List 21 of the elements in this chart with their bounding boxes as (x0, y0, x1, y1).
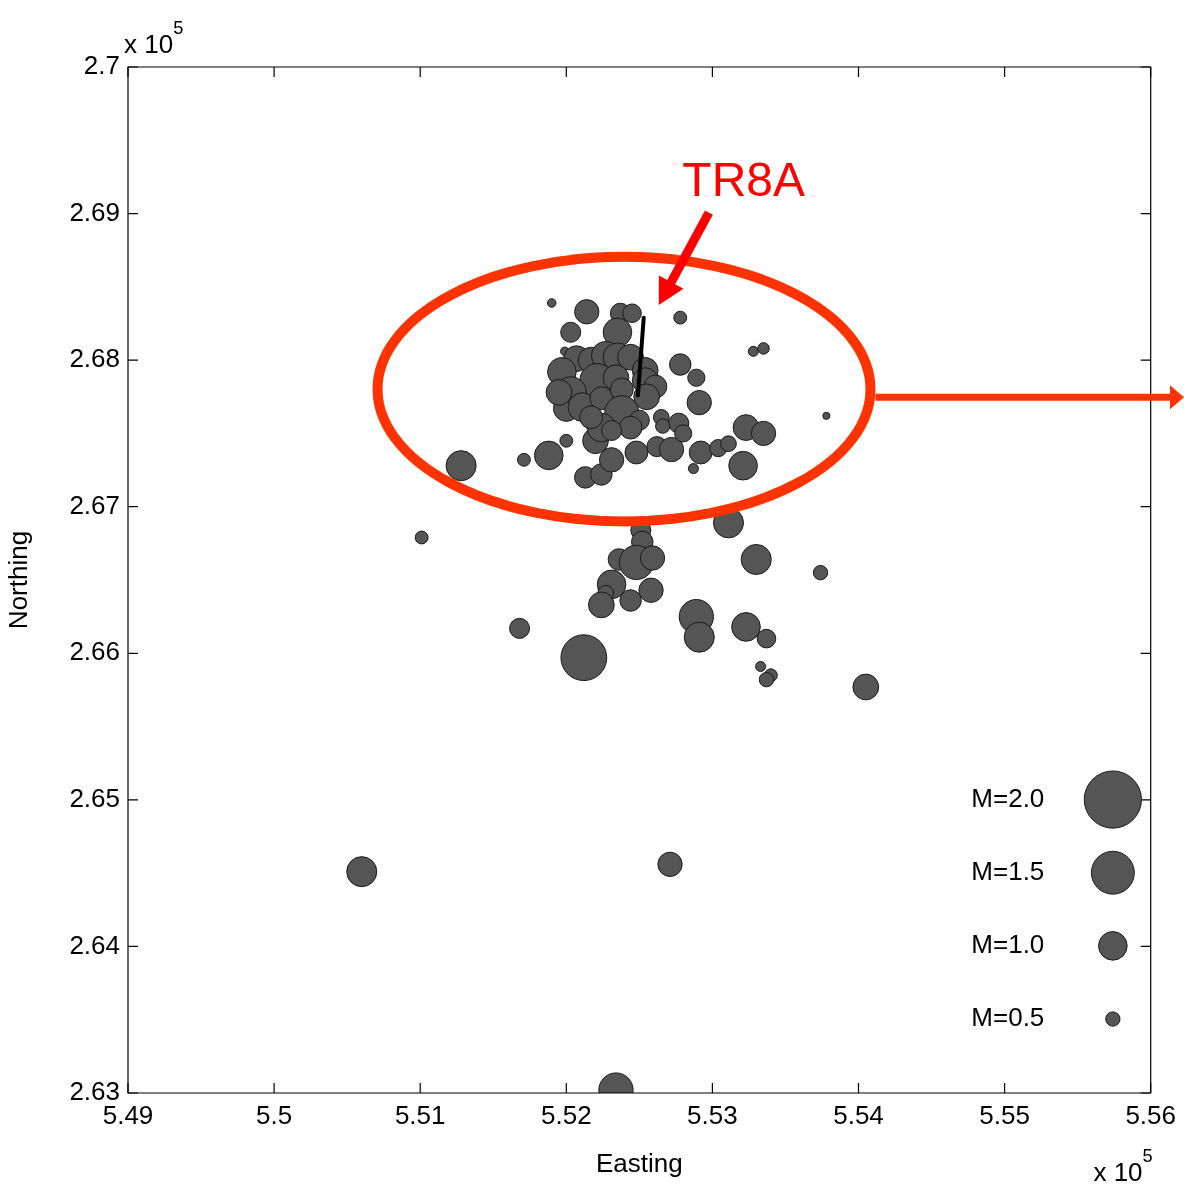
annotation: TR8A (682, 153, 806, 207)
x-tick-label: 5.51 (394, 1099, 446, 1130)
y-tick-label: 2.7 (83, 50, 120, 81)
y-axis-title: Northing (2, 530, 33, 630)
x-tick-label: 5.54 (833, 1099, 884, 1130)
annotation: M=0.5 (971, 1002, 1045, 1033)
x-tick-label: 5.52 (540, 1099, 592, 1130)
annotation: M=1.0 (971, 929, 1045, 960)
x-tick-label: 5.5 (256, 1099, 293, 1130)
y-tick-label: 2.68 (69, 343, 120, 374)
x-tick-label: 5.56 (1125, 1099, 1176, 1130)
y-tick-label: 2.66 (69, 636, 120, 667)
annotation: M=1.5 (971, 855, 1045, 886)
x-axis-title: Easting (595, 1147, 683, 1178)
y-tick-label: 2.67 (69, 489, 120, 520)
x-tick-label: 5.55 (979, 1099, 1030, 1130)
y-tick-label: 2.65 (69, 783, 120, 814)
y-tick-label: 2.64 (69, 929, 120, 960)
annotation: M=2.0 (971, 782, 1045, 813)
y-tick-label: 2.69 (69, 196, 120, 227)
x-tick-label: 5.53 (687, 1099, 738, 1130)
